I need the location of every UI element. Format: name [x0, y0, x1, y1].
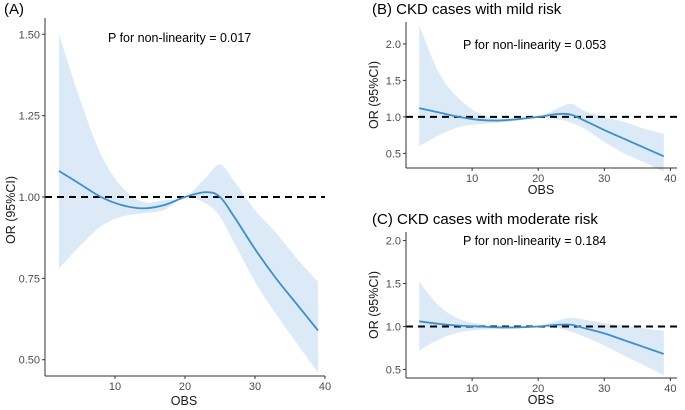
- panel-a-y-axis-title: OR (95%CI): [4, 176, 18, 244]
- panel-b: (B) CKD cases with mild risk P for non-l…: [367, 1, 677, 197]
- panel-b-x-tick-label: 40: [664, 173, 676, 185]
- panel-a-ci-band-group: [59, 34, 318, 373]
- panel-a-or-line: [58, 170, 319, 332]
- panel-c-or-line: [419, 320, 665, 355]
- panel-a-x-tick-label: 30: [249, 381, 261, 393]
- panel-c: (C) CKD cases with moderate risk P for n…: [367, 211, 677, 407]
- panel-b-x-tick-label: 30: [598, 173, 610, 185]
- panel-b-ci-band: [419, 25, 664, 172]
- panel-c-p-value: P for non-linearity = 0.184: [463, 234, 606, 248]
- panel-c-title: (C) CKD cases with moderate risk: [372, 211, 598, 228]
- panel-c-y-tick-label: 1.0: [386, 321, 401, 333]
- panel-a-title: (A): [4, 1, 24, 18]
- panel-b-ci-band-group: [419, 25, 664, 172]
- panel-b-x-ticks: 10 20 30 40: [466, 168, 677, 185]
- panel-a-y-tick-label: 1.00: [19, 192, 40, 204]
- panel-c-axes: [405, 232, 677, 379]
- panel-a-y-tick-label: 0.75: [19, 273, 40, 285]
- panel-b-x-tick-label: 10: [466, 173, 478, 185]
- panel-c-y-tick-label: 1.5: [386, 279, 401, 291]
- panel-a-y-tick-label: 0.50: [19, 355, 40, 367]
- panel-a-p-value: P for non-linearity = 0.017: [108, 31, 251, 45]
- panel-c-ci-band-group: [419, 281, 664, 376]
- panel-c-y-tick-label: 0.5: [386, 364, 401, 376]
- panel-a-y-tick-label: 1.50: [19, 29, 40, 41]
- panel-a-line-group: [58, 170, 319, 332]
- panel-b-y-ticks: 0.5 1.0 1.5 2.0: [386, 39, 406, 160]
- panel-a-x-tick-label: 40: [319, 381, 331, 393]
- panel-c-x-axis-title: OBS: [528, 393, 554, 407]
- panel-b-y-tick-label: 0.5: [386, 148, 401, 160]
- panel-a-y-ticks: 0.50 0.75 1.00 1.25 1.50: [19, 29, 45, 367]
- panel-c-ci-band: [419, 281, 664, 376]
- panel-c-y-ticks: 0.5 1.0 1.5 2.0: [386, 236, 406, 376]
- panel-b-or-line: [419, 107, 665, 158]
- panel-b-title: (B) CKD cases with mild risk: [372, 1, 562, 18]
- panel-a-y-tick-label: 1.25: [19, 111, 40, 123]
- panel-a-x-tick-label: 10: [109, 381, 121, 393]
- panel-a-x-axis-title: OBS: [171, 394, 197, 408]
- panel-a-ci-band: [59, 34, 318, 373]
- panel-b-y-axis-title: OR (95%CI): [367, 61, 381, 129]
- panel-c-y-axis-title: OR (95%CI): [367, 271, 381, 339]
- panel-b-x-tick-label: 20: [532, 173, 544, 185]
- panel-b-axes: [405, 22, 677, 169]
- panel-c-x-ticks: 10 20 30 40: [466, 378, 677, 395]
- panel-c-x-tick-label: 10: [466, 383, 478, 395]
- panel-c-y-tick-label: 2.0: [386, 236, 401, 248]
- panel-b-y-tick-label: 1.5: [386, 75, 401, 87]
- panel-c-x-tick-label: 20: [532, 383, 544, 395]
- panel-a: (A) P for non-linearity = 0.017 10 20 30 40…: [4, 1, 331, 408]
- panel-b-x-axis-title: OBS: [528, 183, 554, 197]
- panel-b-y-tick-label: 2.0: [386, 39, 401, 51]
- panel-a-x-tick-label: 20: [179, 381, 191, 393]
- panel-a-x-ticks: 10 20 30 40: [109, 376, 331, 393]
- panel-b-p-value: P for non-linearity = 0.053: [463, 38, 606, 52]
- panel-c-x-tick-label: 40: [664, 383, 676, 395]
- panel-b-line-group: [419, 107, 665, 158]
- panel-c-line-group: [419, 320, 665, 355]
- panel-c-x-tick-label: 30: [598, 383, 610, 395]
- panel-b-y-tick-label: 1.0: [386, 112, 401, 124]
